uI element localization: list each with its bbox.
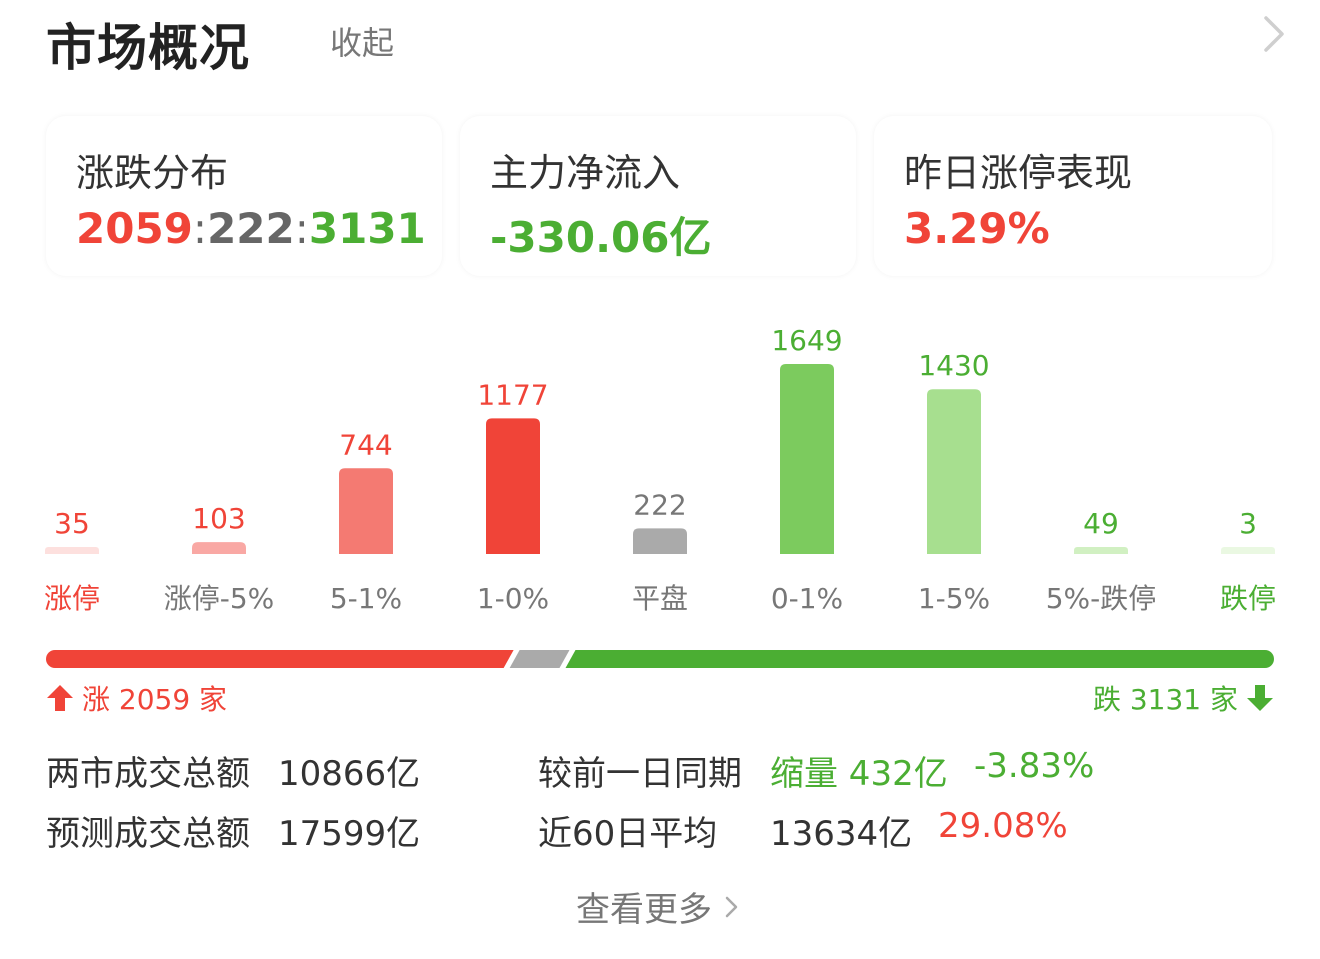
bar-6 — [927, 389, 981, 554]
ratio-down-segment — [565, 650, 1274, 668]
category-label: 1-0% — [477, 582, 549, 615]
rise-count-label: 涨 2059 家 — [82, 683, 228, 716]
prev-day-label: 较前一日同期 — [538, 754, 742, 794]
total-turnover-label: 两市成交总额 — [46, 754, 250, 794]
fall-count-label: 跌 3131 家 — [1092, 683, 1238, 716]
distribution-flat: 222 — [207, 204, 295, 253]
avg-60day-label: 近60日平均 — [538, 814, 718, 854]
bar-0 — [45, 547, 99, 554]
bar-value-label: 1649 — [771, 324, 842, 357]
bar-8 — [1221, 547, 1275, 554]
category-label: 0-1% — [771, 582, 843, 615]
bar-7 — [1074, 547, 1128, 554]
view-more-label: 查看更多 — [576, 890, 712, 930]
page-title: 市场概况 — [46, 19, 250, 77]
total-turnover-value: 10866亿 — [278, 754, 421, 794]
category-label: 5-1% — [330, 582, 402, 615]
bar-value-label: 222 — [633, 488, 686, 521]
bar-value-label: 744 — [339, 428, 392, 461]
distribution-down: 3131 — [308, 204, 426, 253]
prev-day-pct: -3.83% — [974, 746, 1095, 786]
forecast-turnover-value: 17599亿 — [278, 814, 421, 854]
bar-value-label: 1177 — [477, 378, 548, 411]
ratio-up-segment — [46, 650, 514, 668]
distribution-value: 2059:222:3131 — [76, 204, 426, 253]
bar-1 — [192, 542, 246, 554]
avg-60day-pct: 29.08% — [938, 806, 1068, 846]
category-label: 跌停 — [1220, 582, 1276, 615]
bar-value-label: 3 — [1239, 507, 1257, 540]
rise-fall-ratio-bar — [46, 650, 1274, 668]
inflow-value: -330.06亿 — [490, 213, 712, 262]
inflow-label: 主力净流入 — [490, 151, 681, 195]
prev-day-change: 缩量 432亿 — [770, 754, 948, 794]
category-label: 5%-跌停 — [1046, 582, 1157, 615]
limitup-value: 3.29% — [904, 204, 1050, 253]
arrow-up-icon — [47, 685, 73, 711]
limitup-label: 昨日涨停表现 — [904, 151, 1133, 195]
bar-5 — [780, 364, 834, 554]
bar-3 — [486, 418, 540, 554]
distribution-card[interactable]: 涨跌分布 2059:222:3131 — [46, 116, 442, 276]
rise-summary: 涨 2059 家 — [46, 678, 227, 718]
limitup-card[interactable]: 昨日涨停表现 3.29% — [874, 116, 1272, 276]
collapse-button[interactable]: 收起 — [330, 24, 395, 62]
inflow-card[interactable]: 主力净流入 -330.06亿 — [460, 116, 856, 276]
category-label: 涨停-5% — [164, 582, 275, 615]
category-label: 涨停 — [44, 582, 100, 615]
forecast-turnover-label: 预测成交总额 — [46, 814, 250, 854]
bar-value-label: 1430 — [918, 349, 989, 382]
bar-value-label: 103 — [192, 502, 245, 535]
arrow-down-icon — [1247, 685, 1273, 711]
distribution-up: 2059 — [76, 204, 193, 253]
category-label: 1-5% — [918, 582, 990, 615]
ratio-flat-segment — [509, 650, 570, 668]
bar-value-label: 35 — [54, 507, 90, 540]
chevron-right-icon[interactable] — [1256, 14, 1292, 54]
bar-2 — [339, 468, 393, 554]
distribution-sep: : — [294, 204, 309, 253]
chevron-right-icon — [725, 896, 738, 917]
bar-4 — [633, 528, 687, 554]
fall-summary: 跌 3131 家 — [1093, 678, 1274, 718]
avg-60day-value: 13634亿 — [770, 814, 913, 854]
view-more-button[interactable]: 查看更多 — [576, 882, 742, 931]
category-label: 平盘 — [632, 582, 688, 615]
bar-value-label: 49 — [1083, 507, 1119, 540]
distribution-bar-chart: 35 涨停 103 涨停-5% 744 5-1% 1177 1-0% 222 平盘 1649 0-1%… — [44, 324, 1276, 615]
distribution-label: 涨跌分布 — [76, 151, 229, 195]
distribution-sep: : — [192, 204, 208, 253]
